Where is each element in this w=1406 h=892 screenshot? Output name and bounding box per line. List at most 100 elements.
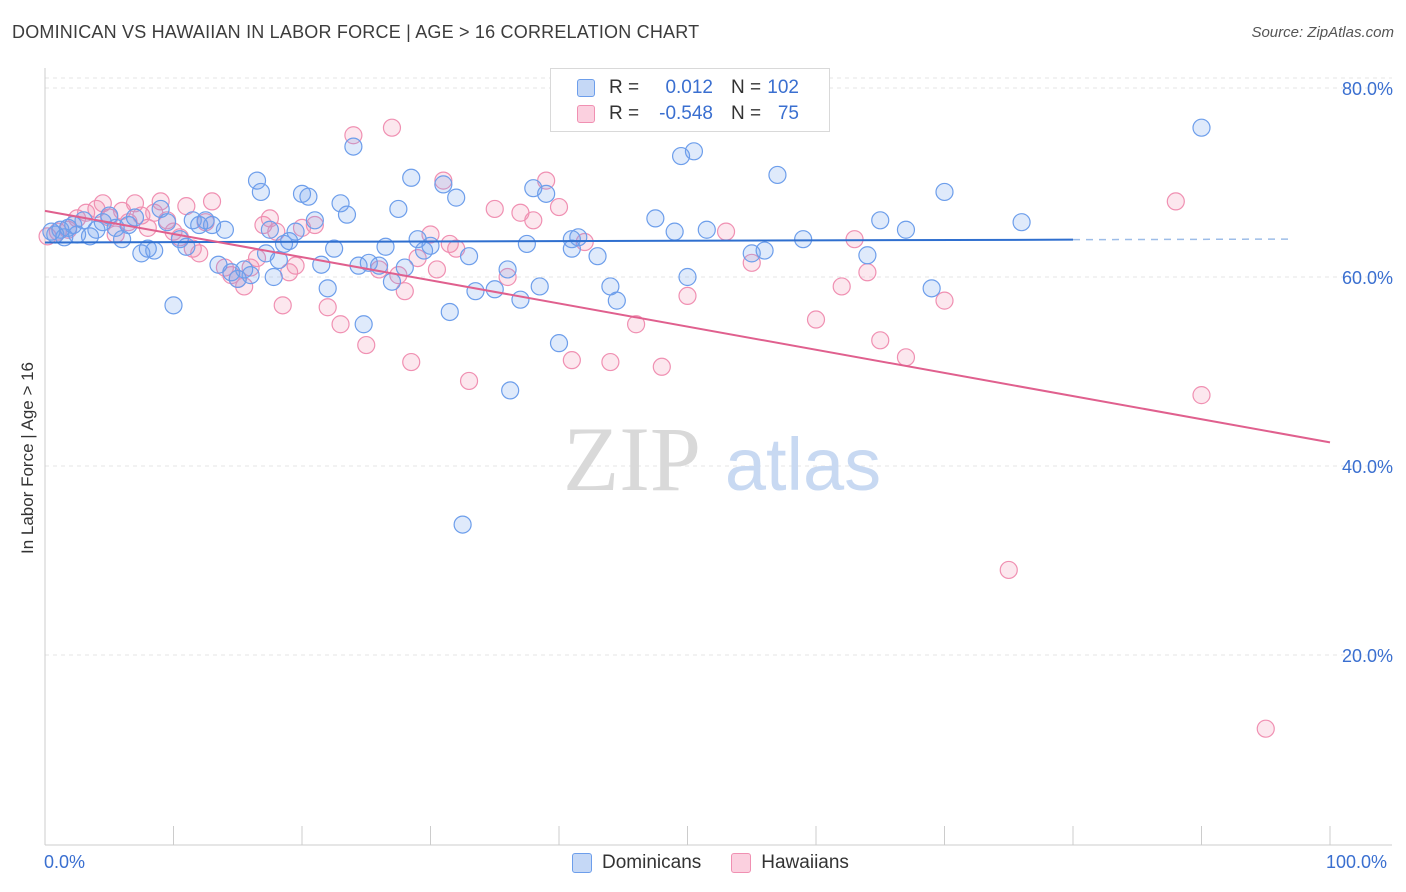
hawaiians-trend-line <box>44 209 1331 444</box>
source-label[interactable]: Source: ZipAtlas.com <box>1251 24 1394 41</box>
dominicans-trend-line <box>44 238 1074 244</box>
dominicans-point <box>794 230 813 249</box>
hawaiians-point <box>485 199 504 219</box>
y-tick-label: 80.0% <box>1342 79 1393 99</box>
legend-row-dominicans: R = 0.012 N = 102 <box>577 77 799 99</box>
dominicans-point <box>537 184 556 203</box>
x-tick-min: 0.0% <box>44 852 86 872</box>
dominicans-point <box>337 205 357 224</box>
hawaiians-point <box>716 222 736 241</box>
dominicans-point <box>331 194 350 213</box>
hawaiians-point <box>626 315 646 334</box>
legend-n-label: N = <box>731 77 762 98</box>
dominicans-point <box>382 272 402 291</box>
legend-r-label: R = <box>609 77 640 98</box>
legend-swatch-blue <box>572 853 592 873</box>
hawaiians-point <box>318 298 337 317</box>
legend-item-hawaiians[interactable]: Hawaiians <box>731 852 849 874</box>
dominicans-point <box>434 175 453 194</box>
dominicans-point <box>922 279 941 298</box>
legend-row-hawaiians: R = -0.548 N = 75 <box>577 103 799 125</box>
dominicans-point <box>215 220 234 239</box>
dominicans-point <box>402 168 421 187</box>
hawaiians-point <box>1256 719 1275 738</box>
dominicans-point <box>395 258 414 277</box>
chart-title: DOMINICAN VS HAWAIIAN IN LABOR FORCE | A… <box>12 22 700 42</box>
dominicans-point <box>344 137 363 156</box>
dominicans-point <box>646 209 665 228</box>
hawaiians-point <box>241 258 260 277</box>
dominicans-point <box>447 188 466 207</box>
dominicans-point <box>286 222 305 241</box>
dominicans-point <box>241 266 260 285</box>
hawaiians-point <box>151 192 170 211</box>
dominicans-point <box>247 171 267 190</box>
dominicans-trend-extension <box>1072 238 1292 241</box>
dominicans-point <box>354 315 373 334</box>
hawaiians-point <box>331 315 350 334</box>
dominicans-point <box>485 280 504 299</box>
dominicans-point <box>607 291 626 310</box>
dominicans-point <box>755 241 774 260</box>
dominicans-point <box>935 182 954 202</box>
y-tick-label: 40.0% <box>1342 457 1393 477</box>
axes <box>44 68 1392 846</box>
hawaiians-point <box>562 351 581 370</box>
legend-r-label: R = <box>609 103 640 124</box>
x-tick-max: 100.0% <box>1326 852 1388 872</box>
dominicans-point <box>1192 118 1211 137</box>
dominicans-point <box>59 218 78 237</box>
dominicans-point <box>157 213 177 232</box>
legend-r-value: 0.012 <box>665 77 713 98</box>
hawaiians-point <box>524 211 543 230</box>
gridlines <box>45 77 1392 656</box>
dominicans-point <box>325 239 344 258</box>
hawaiians-point <box>498 267 517 287</box>
hawaiians-point <box>402 352 421 372</box>
dominicans-point <box>318 279 337 298</box>
dominicans-point <box>697 220 716 239</box>
dominicans-point <box>517 234 536 254</box>
legend-r-value: -0.548 <box>659 103 713 124</box>
hawaiians-point <box>1192 386 1211 405</box>
dominicans-point <box>665 222 684 241</box>
dominicans-point <box>80 227 100 246</box>
dominicans-point <box>871 211 890 230</box>
hawaiians-point <box>652 357 671 376</box>
dominicans-point <box>177 237 196 256</box>
dominicans-point <box>164 296 183 315</box>
series-legend: Dominicans Hawaiians <box>572 852 879 874</box>
hawaiians-point <box>832 277 851 296</box>
hawaiians-point <box>935 291 954 310</box>
dominicans-point <box>562 230 581 249</box>
trend-lines <box>44 209 1331 444</box>
dominicans-point <box>678 267 697 287</box>
dominicans-point <box>87 220 106 239</box>
watermark-zip: ZIP <box>563 408 701 510</box>
hawaiians-point <box>601 352 620 372</box>
hawaiians-point <box>678 286 697 305</box>
dominicans-point <box>684 142 704 161</box>
dominicans-point <box>138 239 157 258</box>
dominicans-point <box>145 241 164 260</box>
hawaiians-point <box>382 118 402 137</box>
dominicans-point <box>453 515 472 534</box>
hawaiians-point <box>806 310 826 329</box>
hawaiians-point <box>286 256 305 275</box>
dominicans-point <box>530 277 549 296</box>
legend-n-value: 75 <box>777 103 799 124</box>
hawaiians-point <box>896 348 916 367</box>
dominicans-point <box>299 187 318 206</box>
dominicans-point <box>125 208 145 227</box>
legend-item-dominicans[interactable]: Dominicans <box>572 852 701 874</box>
dominicans-point <box>498 260 517 279</box>
legend-swatch-blue <box>577 79 595 97</box>
legend-swatch-pink <box>577 105 595 123</box>
hawaiians-point <box>999 560 1018 580</box>
legend-label-hawaiians: Hawaiians <box>761 852 849 873</box>
hawaiians-point <box>273 296 292 315</box>
dominicans-point <box>264 267 283 287</box>
hawaiians-point <box>858 263 877 282</box>
hawaiians-point <box>845 230 864 249</box>
